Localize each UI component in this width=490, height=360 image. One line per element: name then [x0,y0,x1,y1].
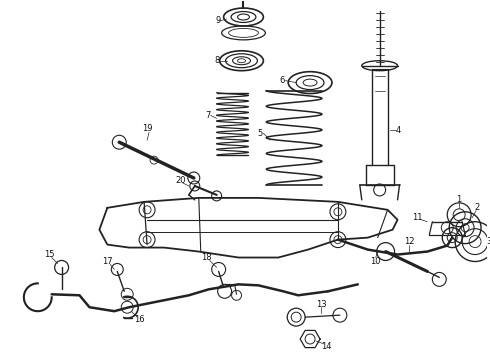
Text: 6: 6 [280,76,285,85]
Text: 19: 19 [142,124,152,133]
Text: 1: 1 [457,195,462,204]
Text: 4: 4 [396,126,401,135]
Text: 5: 5 [258,129,263,138]
Text: 9: 9 [215,17,221,26]
Text: 7: 7 [205,111,210,120]
Text: 15: 15 [45,250,55,259]
Text: 12: 12 [404,237,415,246]
Text: 13: 13 [316,300,326,309]
Text: 20: 20 [175,176,186,185]
Text: 11: 11 [412,213,423,222]
Text: 10: 10 [370,257,381,266]
Text: 16: 16 [134,315,145,324]
Text: 3: 3 [486,237,490,246]
Text: 2: 2 [474,203,480,212]
Text: 18: 18 [201,253,212,262]
Text: 8: 8 [214,56,220,65]
Text: 14: 14 [321,342,331,351]
Text: 17: 17 [102,257,113,266]
